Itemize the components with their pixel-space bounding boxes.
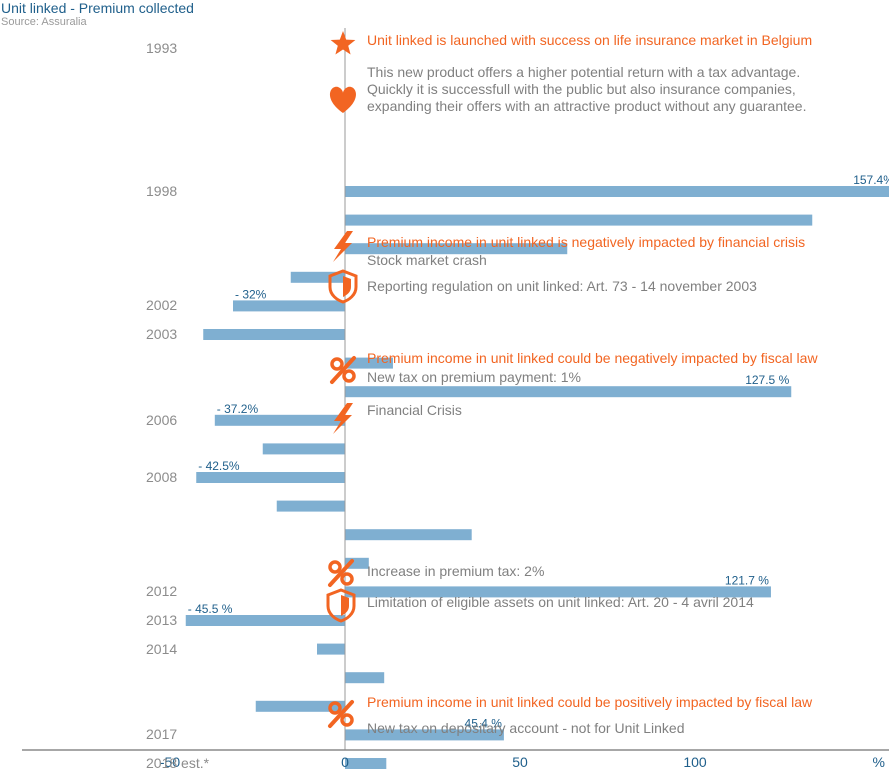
annotation-5: Reporting regulation on unit linked: Art… [367, 278, 757, 295]
lightning-icon [333, 231, 353, 262]
bar-1999 [345, 214, 813, 226]
annotation-2: This new product offers a higher potenti… [367, 64, 806, 115]
bar-2013 [185, 615, 345, 626]
bar-2003 [203, 329, 345, 340]
annotation-6: Premium income in unit linked could be n… [367, 350, 818, 367]
bar-2016 [255, 700, 345, 712]
percent-icon [328, 559, 354, 587]
x-unit-label: % [873, 754, 885, 770]
year-label-2018: 2018 est.* [146, 755, 210, 771]
annotation-10: Limitation of eligible assets on unit li… [367, 594, 754, 611]
annotation-line: New tax on premium payment: 1% [367, 369, 581, 385]
year-label-2012: 2012 [146, 583, 178, 600]
annotation-line: Stock market crash [367, 252, 487, 268]
annotation-1: Unit linked is launched with success on … [367, 32, 812, 49]
bar-2014 [317, 643, 345, 655]
year-label-2006: 2006 [146, 411, 178, 428]
x-tick-label: 100 [683, 754, 707, 770]
star-icon [330, 31, 356, 55]
year-label-1993: 1993 [146, 40, 178, 56]
bar-2005 [345, 386, 792, 398]
annotation-7: New tax on premium payment: 1% [367, 369, 581, 386]
percent-icon [330, 356, 356, 384]
x-tick-label: 50 [512, 754, 528, 770]
bar-2001 [290, 271, 345, 283]
year-label-2017: 2017 [146, 726, 178, 743]
annotation-3: Premium income in unit linked is negativ… [367, 234, 805, 251]
annotation-line: This new product offers a higher potenti… [367, 64, 801, 80]
data-label-2012: 121.7 % [725, 573, 769, 587]
annotation-line: Reporting regulation on unit linked: Art… [367, 278, 757, 294]
heart-icon [329, 86, 357, 113]
bar-1998 [345, 186, 889, 197]
data-label-2008: - 42.5% [198, 459, 240, 473]
shield-icon [326, 588, 356, 623]
data-label-1998: 157.4% [853, 173, 889, 187]
year-label-2002: 2002 [146, 297, 178, 314]
bar-2015 [345, 672, 385, 684]
annotation-9: Increase in premium tax: 2% [367, 563, 544, 580]
shield-icon [328, 269, 358, 304]
data-label-2017: 45.4 % [465, 716, 503, 730]
bar-2017 [345, 729, 504, 741]
bar-2004 [345, 357, 393, 369]
chart-source: Source: Assuralia [1, 16, 87, 28]
x-tick-label: 0 [341, 754, 349, 770]
bar-2011 [345, 557, 369, 569]
annotation-8: Financial Crisis [367, 402, 462, 419]
data-label-2005: 127.5 % [745, 373, 789, 387]
annotation-line: Premium income in unit linked is negativ… [367, 234, 806, 250]
bar-2010 [345, 529, 472, 541]
bar-2002 [233, 300, 345, 312]
bar-2008 [196, 472, 345, 483]
data-label-2013: - 45.5 % [188, 602, 233, 616]
annotation-line: Financial Crisis [367, 402, 462, 418]
annotation-line: Premium income in unit linked could be p… [367, 694, 813, 710]
year-label-2008: 2008 [146, 469, 178, 485]
annotation-line: Quickly it is successfull with the publi… [367, 81, 796, 97]
bar-2006 [214, 414, 345, 426]
lightning-icon [333, 403, 353, 434]
bar-2007 [262, 443, 345, 455]
annotation-4: Stock market crash [367, 252, 487, 269]
annotation-11: Premium income in unit linked could be p… [367, 694, 812, 711]
bar-2012 [345, 586, 771, 598]
bar-2009 [276, 500, 345, 512]
annotation-line: New tax on depositary account - not for … [367, 720, 685, 736]
annotation-line: Unit linked is launched with success on … [367, 32, 813, 48]
bar-2000 [345, 243, 568, 255]
annotation-line: Limitation of eligible assets on unit li… [367, 594, 754, 610]
year-label-2003: 2003 [146, 326, 178, 342]
annotation-12: New tax on depositary account - not for … [367, 720, 685, 737]
annotation-line: Increase in premium tax: 2% [367, 563, 545, 579]
annotation-line: Premium income in unit linked could be n… [367, 350, 818, 366]
x-tick-label: -50 [160, 754, 180, 770]
chart-title: Unit linked - Premium collected [1, 0, 194, 16]
year-label-1998: 1998 [146, 183, 178, 199]
bar-2018 [345, 758, 387, 769]
percent-icon [328, 700, 354, 728]
data-label-2006: - 37.2% [217, 402, 259, 416]
year-label-2014: 2014 [146, 640, 178, 657]
data-label-2002: - 32% [235, 287, 267, 301]
year-label-2013: 2013 [146, 612, 178, 628]
annotation-line: expanding their offers with an attractiv… [367, 98, 807, 114]
